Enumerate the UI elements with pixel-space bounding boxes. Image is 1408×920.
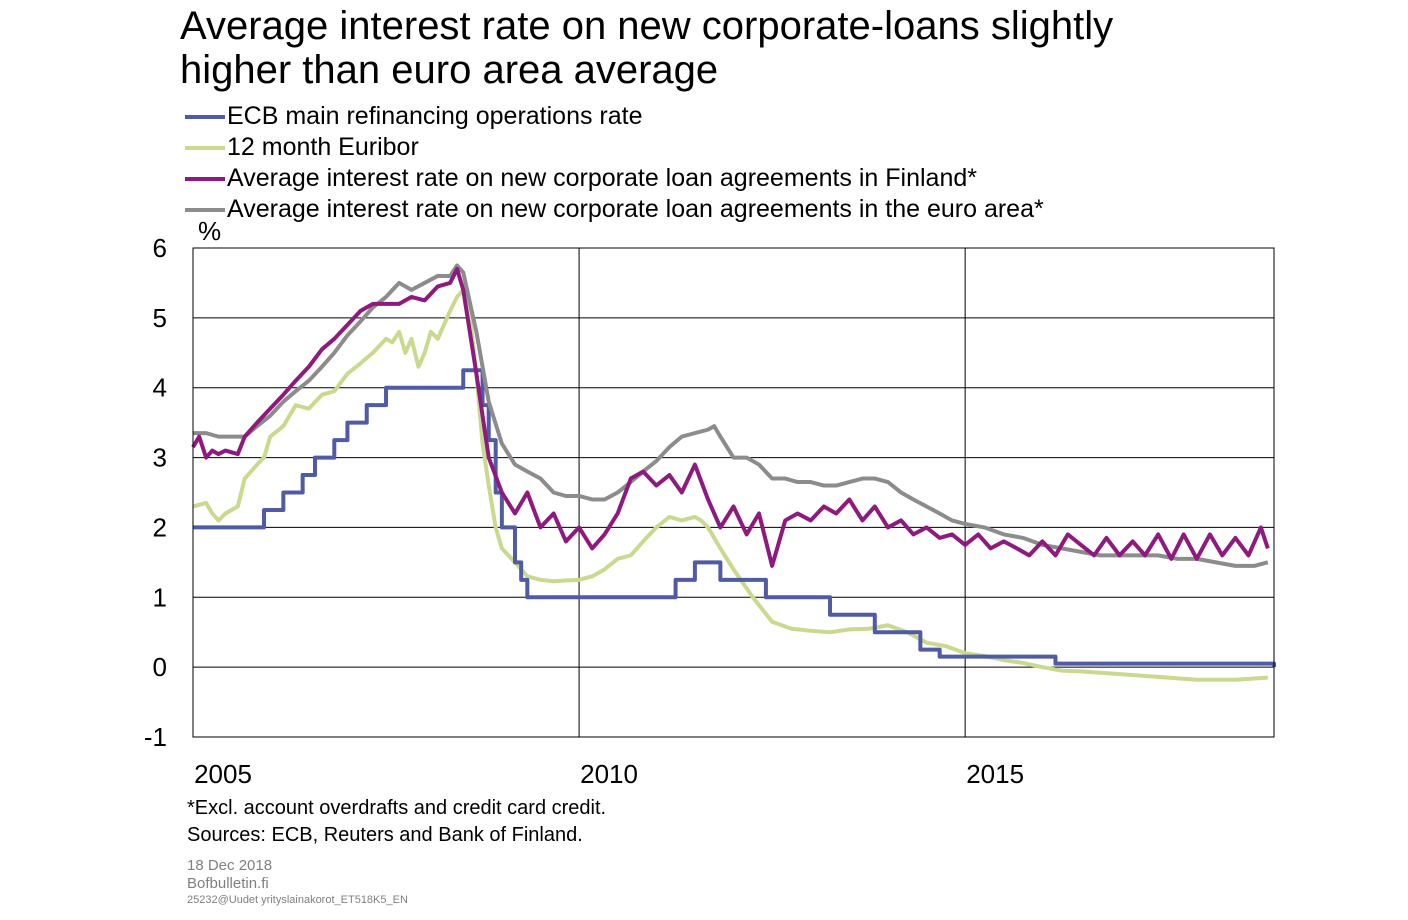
series-line-euribor [192, 287, 1268, 682]
footnote-exclusion: *Excl. account overdrafts and credit car… [187, 797, 607, 819]
legend-item-ecb-rate: ECB main refinancing operations rate [185, 101, 1044, 132]
y-axis-unit: % [198, 216, 222, 246]
legend-label: Average interest rate on new corporate l… [227, 164, 977, 192]
legend-swatch [185, 207, 225, 212]
series-lines [191, 263, 1276, 682]
x-tick-label: 2010 [580, 759, 638, 789]
series-line-ecb-rate [193, 368, 1276, 668]
legend-label: 12 month Euribor [227, 133, 419, 161]
chart-title: Average interest rate on new corporate-l… [180, 4, 1380, 92]
legend: ECB main refinancing operations rate 12 … [185, 101, 1044, 225]
x-tick-label: 2005 [194, 759, 252, 789]
chart-code: 25232@Uudet yrityslainakorot_ET518K5_EN [187, 894, 408, 906]
publication-date: 18 Dec 2018 [187, 857, 273, 874]
legend-label: Average interest rate on new corporate l… [227, 195, 1044, 223]
y-tick-label: 1 [153, 582, 167, 612]
y-tick-label: -1 [144, 722, 167, 752]
publication-site: Bofbulletin.fi [187, 875, 269, 892]
legend-item-finland-rate: Average interest rate on new corporate l… [185, 163, 1044, 194]
legend-swatch [185, 145, 225, 150]
footnote-sources: Sources: ECB, Reuters and Bank of Finlan… [187, 824, 583, 846]
y-tick-label: 5 [153, 303, 167, 333]
y-tick-label: 6 [153, 233, 167, 263]
series-line-finland-rate [191, 266, 1270, 568]
footnote: *Excl. account overdrafts and credit car… [187, 795, 606, 849]
tick-labels: -1 0 1 2 3 4 5 6 2005 2010 2015 [144, 233, 1024, 789]
y-tick-label: 2 [153, 512, 167, 542]
legend-item-euribor: 12 month Euribor [185, 132, 1044, 163]
legend-item-euro-area-rate: Average interest rate on new corporate l… [185, 194, 1044, 225]
chart-title-line-2: higher than euro area average [180, 48, 719, 92]
y-tick-label: 3 [153, 443, 167, 473]
y-tick-label: 4 [153, 373, 167, 403]
x-tick-label: 2015 [966, 759, 1024, 789]
publication-meta: 18 Dec 2018 Bofbulletin.fi 25232@Uudet y… [187, 857, 408, 907]
series-line-euro-area-rate [193, 263, 1269, 568]
legend-label: ECB main refinancing operations rate [227, 102, 643, 130]
chart-title-line-1: Average interest rate on new corporate-l… [180, 4, 1114, 48]
legend-swatch [185, 176, 225, 181]
y-tick-label: 0 [153, 652, 167, 682]
legend-swatch [185, 114, 225, 119]
plot-frame [192, 247, 1275, 738]
